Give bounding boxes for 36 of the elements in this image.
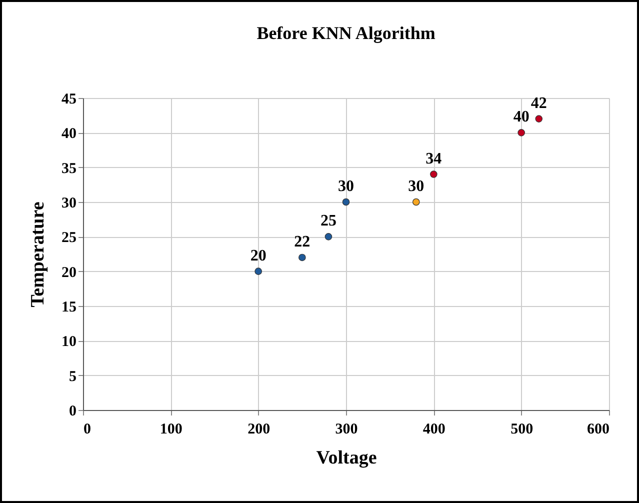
x-axis-title: Voltage: [316, 448, 377, 468]
x-tick-label: 200: [248, 422, 270, 438]
y-axis-title: Temperature: [28, 202, 48, 308]
y-tick-label: 30: [62, 196, 76, 212]
data-label: 22: [294, 233, 310, 250]
data-label: 34: [426, 150, 442, 168]
y-tick-label: 25: [62, 230, 76, 246]
data-label: 25: [320, 212, 336, 230]
point: [535, 115, 543, 122]
point: [412, 198, 420, 206]
point: [342, 198, 350, 206]
point: [430, 170, 438, 178]
chart-title: Before KNN Algorithm: [256, 23, 436, 43]
x-tick-label: 500: [510, 422, 534, 438]
x-tick-label: 100: [160, 422, 182, 438]
y-tick-label: 0: [69, 404, 76, 420]
data-label: 20: [250, 247, 266, 264]
data-label: 30: [408, 178, 424, 195]
point: [298, 254, 306, 262]
x-tick-label: 600: [587, 422, 610, 438]
data-label: 40: [513, 108, 530, 126]
x-tick-label: 300: [335, 422, 358, 438]
y-tick-label: 15: [62, 300, 76, 316]
y-tick-label: 45: [62, 92, 76, 108]
point: [254, 268, 262, 275]
y-tick-label: 40: [62, 126, 76, 142]
x-tick-label: 0: [84, 422, 91, 438]
data-label: 42: [530, 94, 547, 112]
point: [324, 233, 332, 240]
y-tick-label: 35: [62, 160, 76, 177]
y-tick-label: 20: [62, 264, 76, 281]
data-label: 30: [338, 178, 354, 195]
point: [518, 129, 525, 136]
y-tick-label: 10: [62, 334, 76, 350]
x-tick-label: 400: [422, 422, 446, 438]
y-tick-label: 5: [69, 368, 76, 385]
